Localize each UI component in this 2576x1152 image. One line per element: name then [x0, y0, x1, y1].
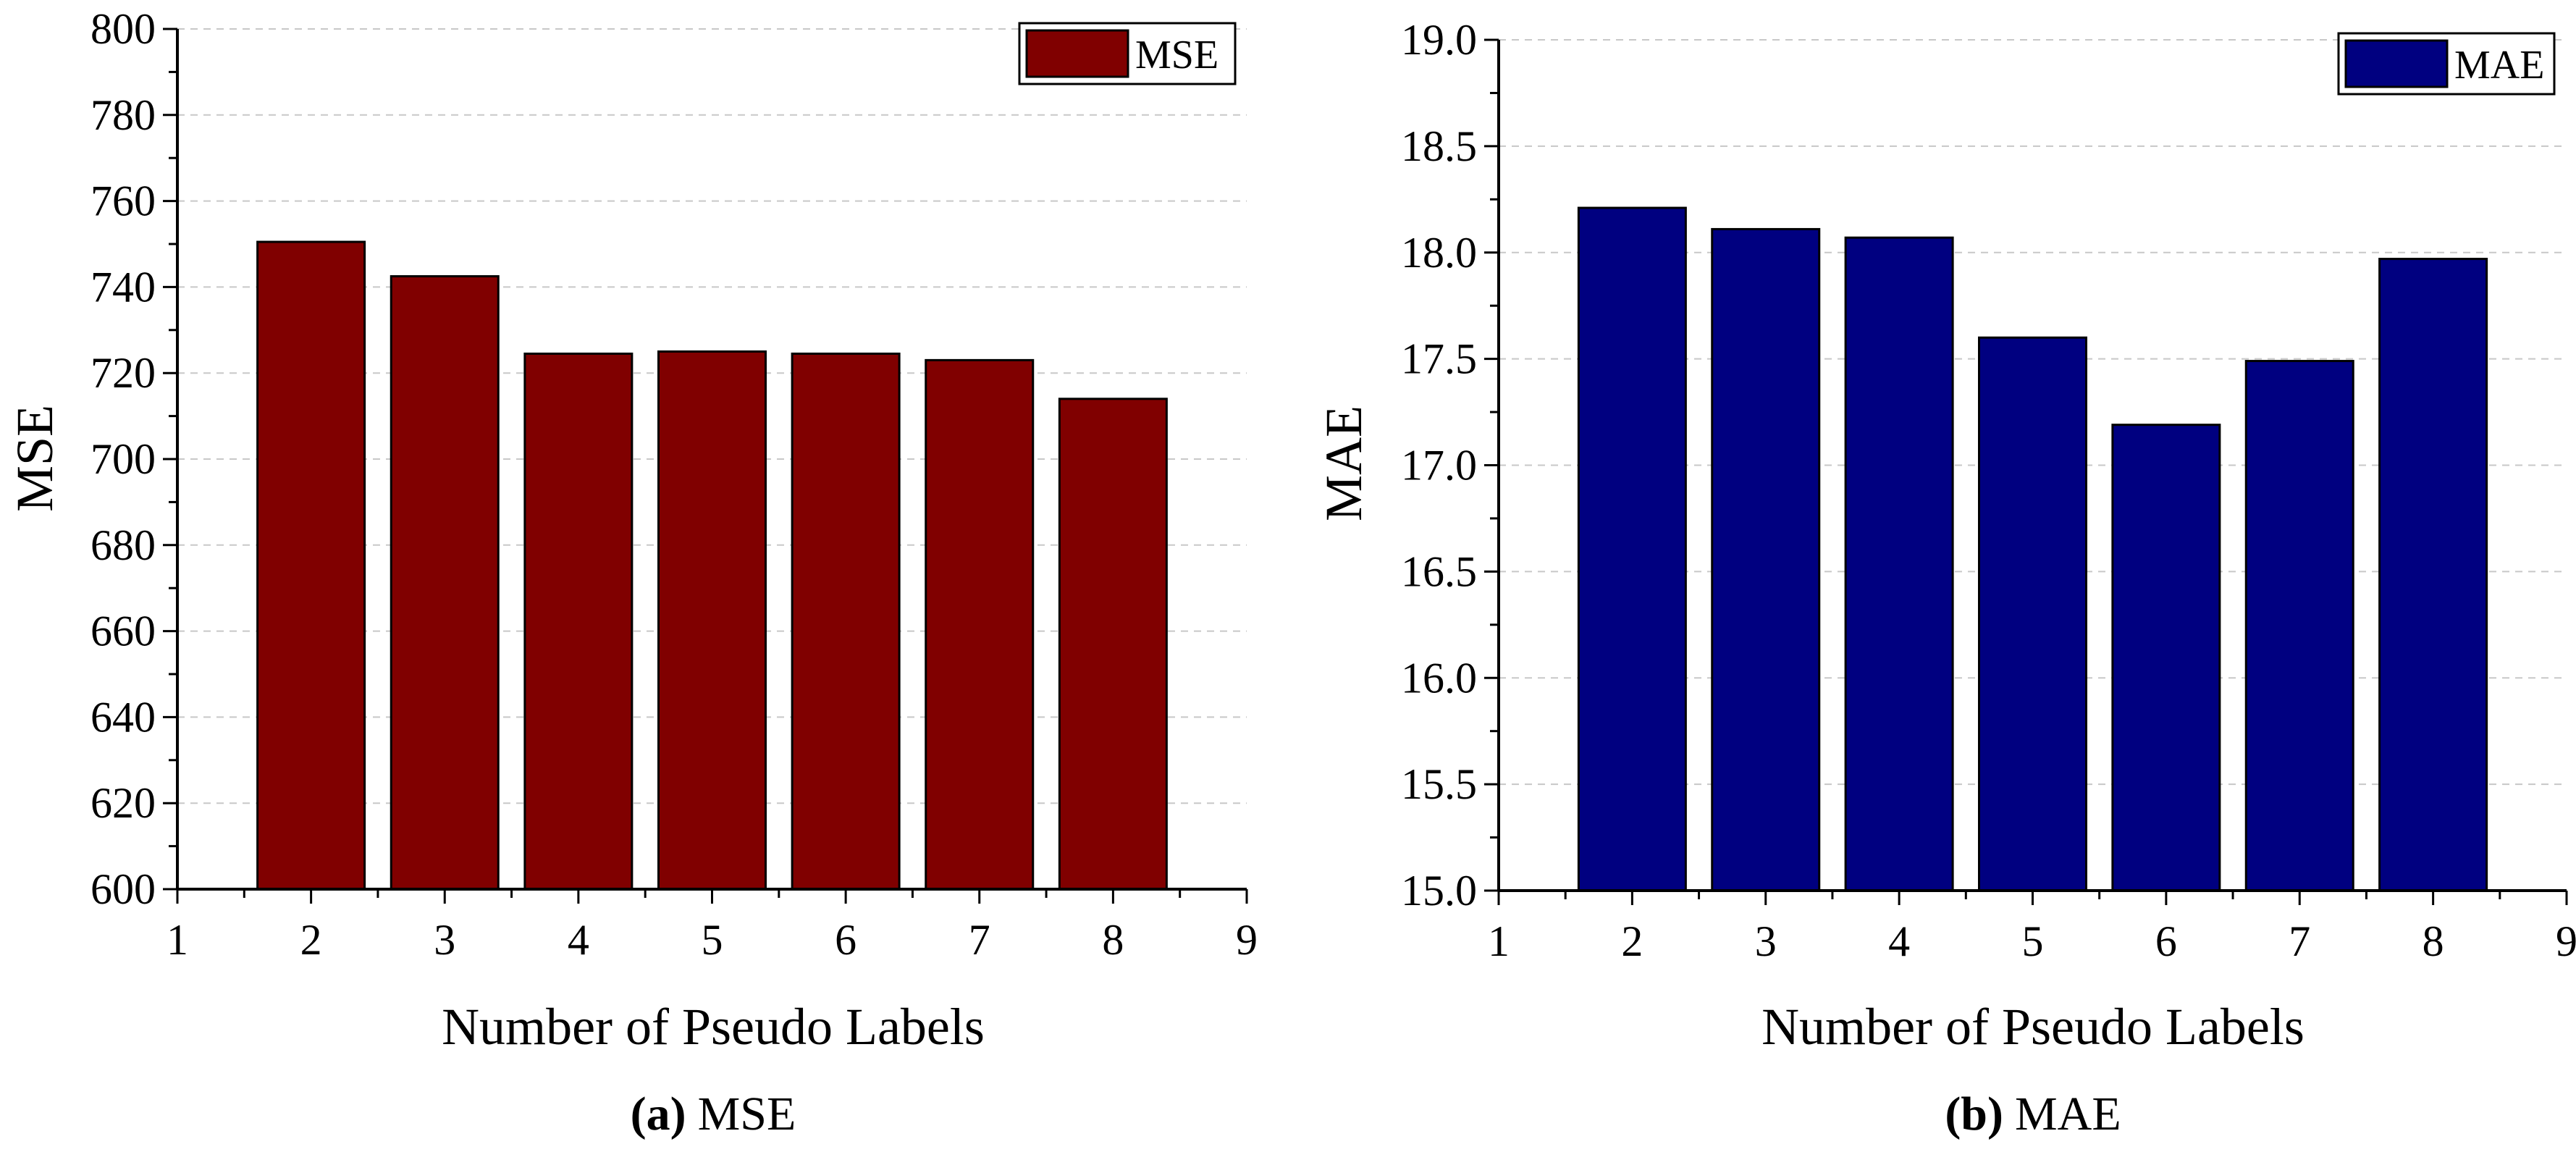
- a-y-axis-title: MSE: [6, 405, 64, 512]
- b-caption-text: MAE: [2015, 1088, 2121, 1140]
- a-y-tick-labels: 600 620 640 660 680 700 720 740 760 780 800: [91, 5, 156, 913]
- b-y-tick-label: 16.0: [1401, 654, 1477, 702]
- b-x-tick-label: 8: [2423, 917, 2444, 965]
- a-bar-4: [523, 352, 634, 891]
- b-x-tick-label: 7: [2289, 917, 2310, 965]
- a-x-tick-label: 9: [1236, 916, 1258, 964]
- b-bar-4: [1844, 236, 1954, 892]
- a-y-tick-label: 660: [91, 607, 156, 655]
- b-y-tick-label: 18.0: [1401, 229, 1477, 277]
- b-axes: [1484, 38, 2568, 905]
- a-caption-text: MSE: [698, 1088, 796, 1140]
- b-y-tick-label: 15.5: [1401, 760, 1477, 808]
- a-y-tick-label: 760: [91, 177, 156, 225]
- b-y-tick-label: 19.0: [1401, 16, 1477, 64]
- a-y-tick-label: 800: [91, 5, 156, 53]
- a-x-tick-label: 4: [568, 916, 589, 964]
- b-caption: (b) MAE: [1945, 1088, 2121, 1140]
- a-x-tick-label: 6: [835, 916, 856, 964]
- a-caption-tag: (a): [631, 1088, 686, 1140]
- b-x-tick-labels: 1 2 3 4 5 6 7 8 9: [1488, 917, 2576, 965]
- a-caption: (a) MSE: [631, 1088, 796, 1140]
- a-legend: MSE: [1018, 22, 1237, 85]
- b-x-tick-label: 4: [1888, 917, 1910, 965]
- a-y-tick-label: 640: [91, 693, 156, 741]
- a-y-tick-label: 600: [91, 865, 156, 913]
- b-legend: MAE: [2337, 32, 2556, 96]
- a-x-tick-label: 2: [300, 916, 322, 964]
- b-y-tick-label: 17.0: [1401, 442, 1477, 489]
- b-bar-5: [1978, 336, 2087, 892]
- b-caption-tag: (b): [1945, 1088, 2003, 1140]
- b-y-axis-title: MAE: [1315, 405, 1373, 521]
- a-bar-6: [791, 352, 901, 891]
- b-y-tick-label: 18.5: [1401, 122, 1477, 170]
- a-y-tick-label: 780: [91, 91, 156, 139]
- a-y-tick-label: 740: [91, 263, 156, 311]
- a-bars: [256, 240, 1168, 891]
- a-bar-2: [256, 240, 366, 891]
- b-bar-6: [2111, 424, 2221, 892]
- b-legend-label: MAE: [2454, 43, 2544, 88]
- b-x-tick-label: 6: [2155, 917, 2177, 965]
- b-x-tick-label: 5: [2022, 917, 2044, 965]
- a-x-tick-label: 1: [167, 916, 188, 964]
- b-y-tick-label: 16.5: [1401, 547, 1477, 595]
- a-bar-5: [657, 350, 767, 891]
- a-x-tick-label: 7: [969, 916, 990, 964]
- b-y-tick-labels: 15.0 15.5 16.0 16.5 17.0 17.5 18.0 18.5 19.0: [1401, 16, 1477, 915]
- a-y-tick-label: 700: [91, 435, 156, 483]
- b-bar-3: [1711, 227, 1821, 892]
- b-x-tick-label: 2: [1621, 917, 1643, 965]
- b-bar-8: [2378, 258, 2488, 892]
- b-bar-2: [1577, 206, 1687, 892]
- panel-b-mae-chart: 15.0 15.5 16.0 16.5 17.0 17.5 18.0 18.5 19.0 1 2 3…: [1315, 16, 2576, 1140]
- b-y-tick-label: 17.5: [1401, 335, 1477, 383]
- a-x-tick-labels: 1 2 3 4 5 6 7 8 9: [167, 916, 1258, 964]
- b-x-tick-label: 9: [2556, 917, 2576, 965]
- b-legend-swatch: [2344, 39, 2449, 88]
- a-y-tick-label: 620: [91, 779, 156, 827]
- a-x-axis-title: Number of Pseudo Labels: [442, 998, 985, 1056]
- b-bars: [1577, 206, 2488, 892]
- a-axes: [163, 28, 1248, 904]
- panel-a-mse-chart: 600 620 640 660 680 700 720 740 760 780 800 1 2 3 4 5 6…: [6, 5, 1258, 1140]
- a-x-tick-label: 8: [1102, 916, 1124, 964]
- b-y-tick-label: 15.0: [1401, 867, 1477, 915]
- b-bar-7: [2244, 360, 2354, 892]
- a-bar-7: [925, 358, 1035, 891]
- a-y-tick-label: 720: [91, 349, 156, 397]
- b-x-axis-title: Number of Pseudo Labels: [1761, 998, 2304, 1056]
- a-x-tick-label: 3: [434, 916, 455, 964]
- a-x-tick-label: 5: [702, 916, 723, 964]
- a-bar-8: [1058, 398, 1168, 891]
- a-legend-label: MSE: [1135, 33, 1218, 77]
- b-x-tick-label: 1: [1488, 917, 1510, 965]
- a-legend-swatch: [1025, 29, 1129, 78]
- a-y-tick-label: 680: [91, 521, 156, 569]
- a-bar-3: [390, 275, 500, 891]
- b-x-tick-label: 3: [1755, 917, 1777, 965]
